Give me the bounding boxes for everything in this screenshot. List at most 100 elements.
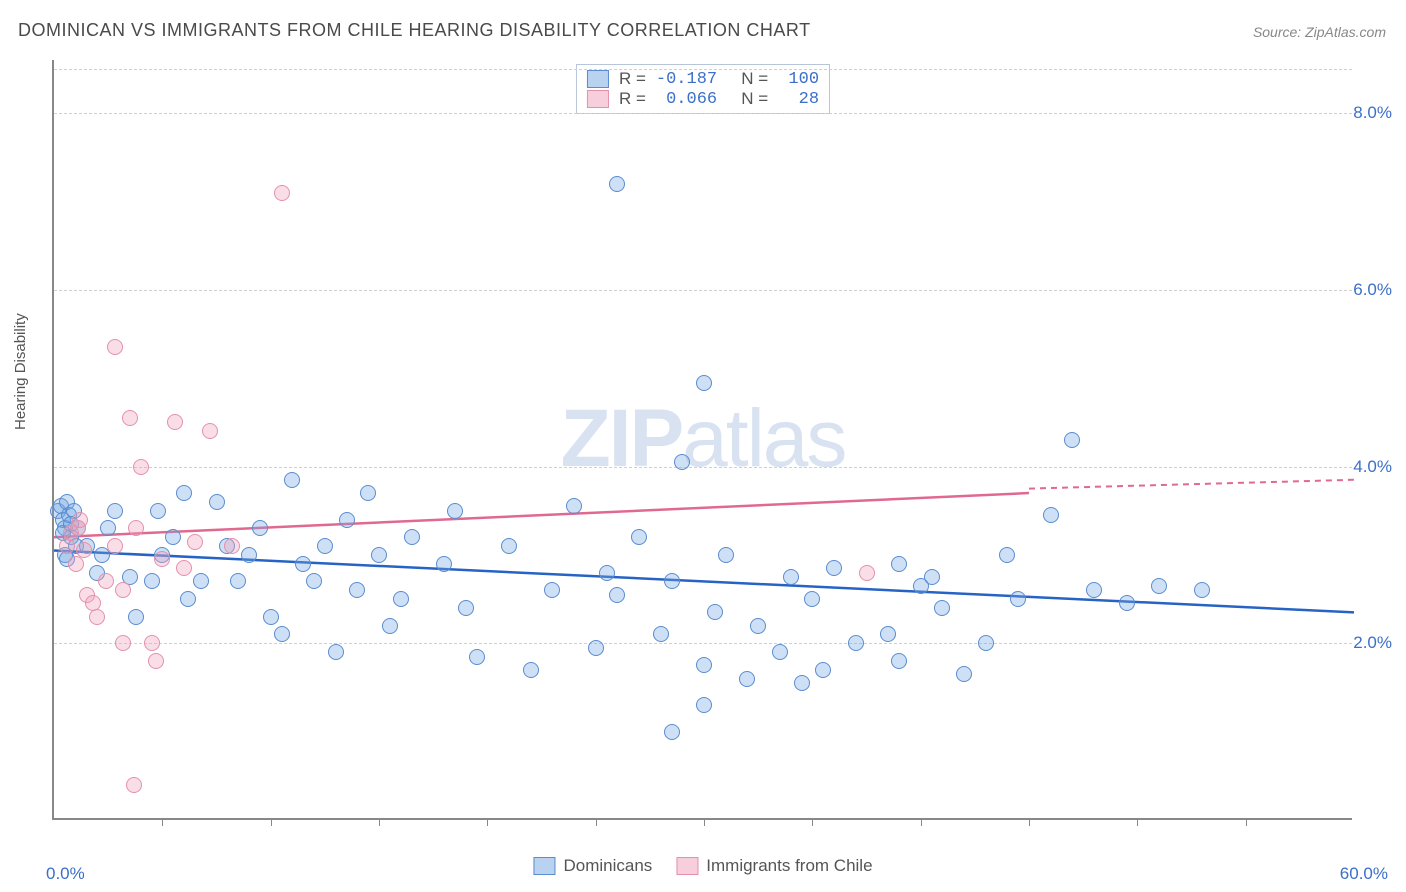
x-tick: [271, 818, 272, 826]
scatter-point: [566, 498, 582, 514]
gridline-h: [54, 643, 1352, 644]
x-tick: [487, 818, 488, 826]
scatter-point: [128, 609, 144, 625]
scatter-point: [107, 503, 123, 519]
x-tick: [1246, 818, 1247, 826]
scatter-point: [707, 604, 723, 620]
scatter-point: [794, 675, 810, 691]
scatter-point: [1151, 578, 1167, 594]
x-tick: [1137, 818, 1138, 826]
y-axis-label: Hearing Disability: [12, 313, 29, 430]
scatter-point: [115, 635, 131, 651]
x-tick: [812, 818, 813, 826]
scatter-point: [783, 569, 799, 585]
scatter-point: [252, 520, 268, 536]
x-axis-min-label: 0.0%: [46, 864, 85, 884]
scatter-point: [664, 724, 680, 740]
x-tick: [379, 818, 380, 826]
scatter-point: [98, 573, 114, 589]
scatter-point: [544, 582, 560, 598]
gridline-h: [54, 290, 1352, 291]
chart-title: DOMINICAN VS IMMIGRANTS FROM CHILE HEARI…: [18, 20, 811, 41]
scatter-point: [750, 618, 766, 634]
scatter-point: [263, 609, 279, 625]
scatter-point: [76, 542, 92, 558]
trend-line: [54, 493, 1029, 537]
scatter-point: [295, 556, 311, 572]
scatter-point: [107, 538, 123, 554]
legend-swatch: [676, 857, 698, 875]
scatter-point: [1194, 582, 1210, 598]
scatter-point: [72, 512, 88, 528]
scatter-point: [501, 538, 517, 554]
scatter-point: [176, 560, 192, 576]
scatter-point: [458, 600, 474, 616]
scatter-point: [891, 556, 907, 572]
scatter-point: [150, 503, 166, 519]
scatter-point: [154, 551, 170, 567]
scatter-point: [404, 529, 420, 545]
scatter-point: [107, 339, 123, 355]
scatter-point: [956, 666, 972, 682]
scatter-point: [148, 653, 164, 669]
scatter-point: [772, 644, 788, 660]
scatter-point: [284, 472, 300, 488]
scatter-point: [144, 573, 160, 589]
scatter-point: [115, 582, 131, 598]
legend-swatch: [533, 857, 555, 875]
scatter-point: [122, 410, 138, 426]
scatter-point: [978, 635, 994, 651]
scatter-point: [241, 547, 257, 563]
scatter-point: [274, 185, 290, 201]
scatter-point: [696, 657, 712, 673]
scatter-point: [609, 176, 625, 192]
scatter-point: [664, 573, 680, 589]
scatter-point: [230, 573, 246, 589]
x-axis-max-label: 60.0%: [1340, 864, 1388, 884]
scatter-point: [674, 454, 690, 470]
scatter-point: [180, 591, 196, 607]
scatter-point: [1119, 595, 1135, 611]
scatter-point: [128, 520, 144, 536]
scatter-point: [306, 573, 322, 589]
gridline-h: [54, 69, 1352, 70]
scatter-point: [187, 534, 203, 550]
scatter-point: [328, 644, 344, 660]
scatter-point: [588, 640, 604, 656]
scatter-point: [193, 573, 209, 589]
scatter-point: [826, 560, 842, 576]
scatter-point: [804, 591, 820, 607]
scatter-point: [469, 649, 485, 665]
plot-area: ZIPatlas R =-0.187 N = 100R = 0.066 N = …: [52, 60, 1352, 820]
y-tick-label: 6.0%: [1353, 280, 1392, 300]
scatter-point: [934, 600, 950, 616]
scatter-point: [653, 626, 669, 642]
scatter-point: [209, 494, 225, 510]
scatter-point: [739, 671, 755, 687]
scatter-point: [176, 485, 192, 501]
legend-series-item: Immigrants from Chile: [676, 856, 872, 876]
scatter-point: [1064, 432, 1080, 448]
x-tick: [162, 818, 163, 826]
scatter-point: [631, 529, 647, 545]
scatter-point: [891, 653, 907, 669]
scatter-point: [371, 547, 387, 563]
scatter-point: [1043, 507, 1059, 523]
scatter-point: [1086, 582, 1102, 598]
x-tick: [921, 818, 922, 826]
scatter-point: [880, 626, 896, 642]
scatter-point: [848, 635, 864, 651]
legend-series-item: Dominicans: [533, 856, 652, 876]
y-tick-label: 4.0%: [1353, 457, 1392, 477]
scatter-point: [815, 662, 831, 678]
scatter-point: [999, 547, 1015, 563]
gridline-h: [54, 467, 1352, 468]
scatter-point: [859, 565, 875, 581]
scatter-point: [447, 503, 463, 519]
scatter-point: [167, 414, 183, 430]
scatter-point: [696, 375, 712, 391]
legend-series-label: Dominicans: [563, 856, 652, 876]
scatter-point: [1010, 591, 1026, 607]
source-text: Source: ZipAtlas.com: [1253, 24, 1386, 40]
scatter-point: [165, 529, 181, 545]
